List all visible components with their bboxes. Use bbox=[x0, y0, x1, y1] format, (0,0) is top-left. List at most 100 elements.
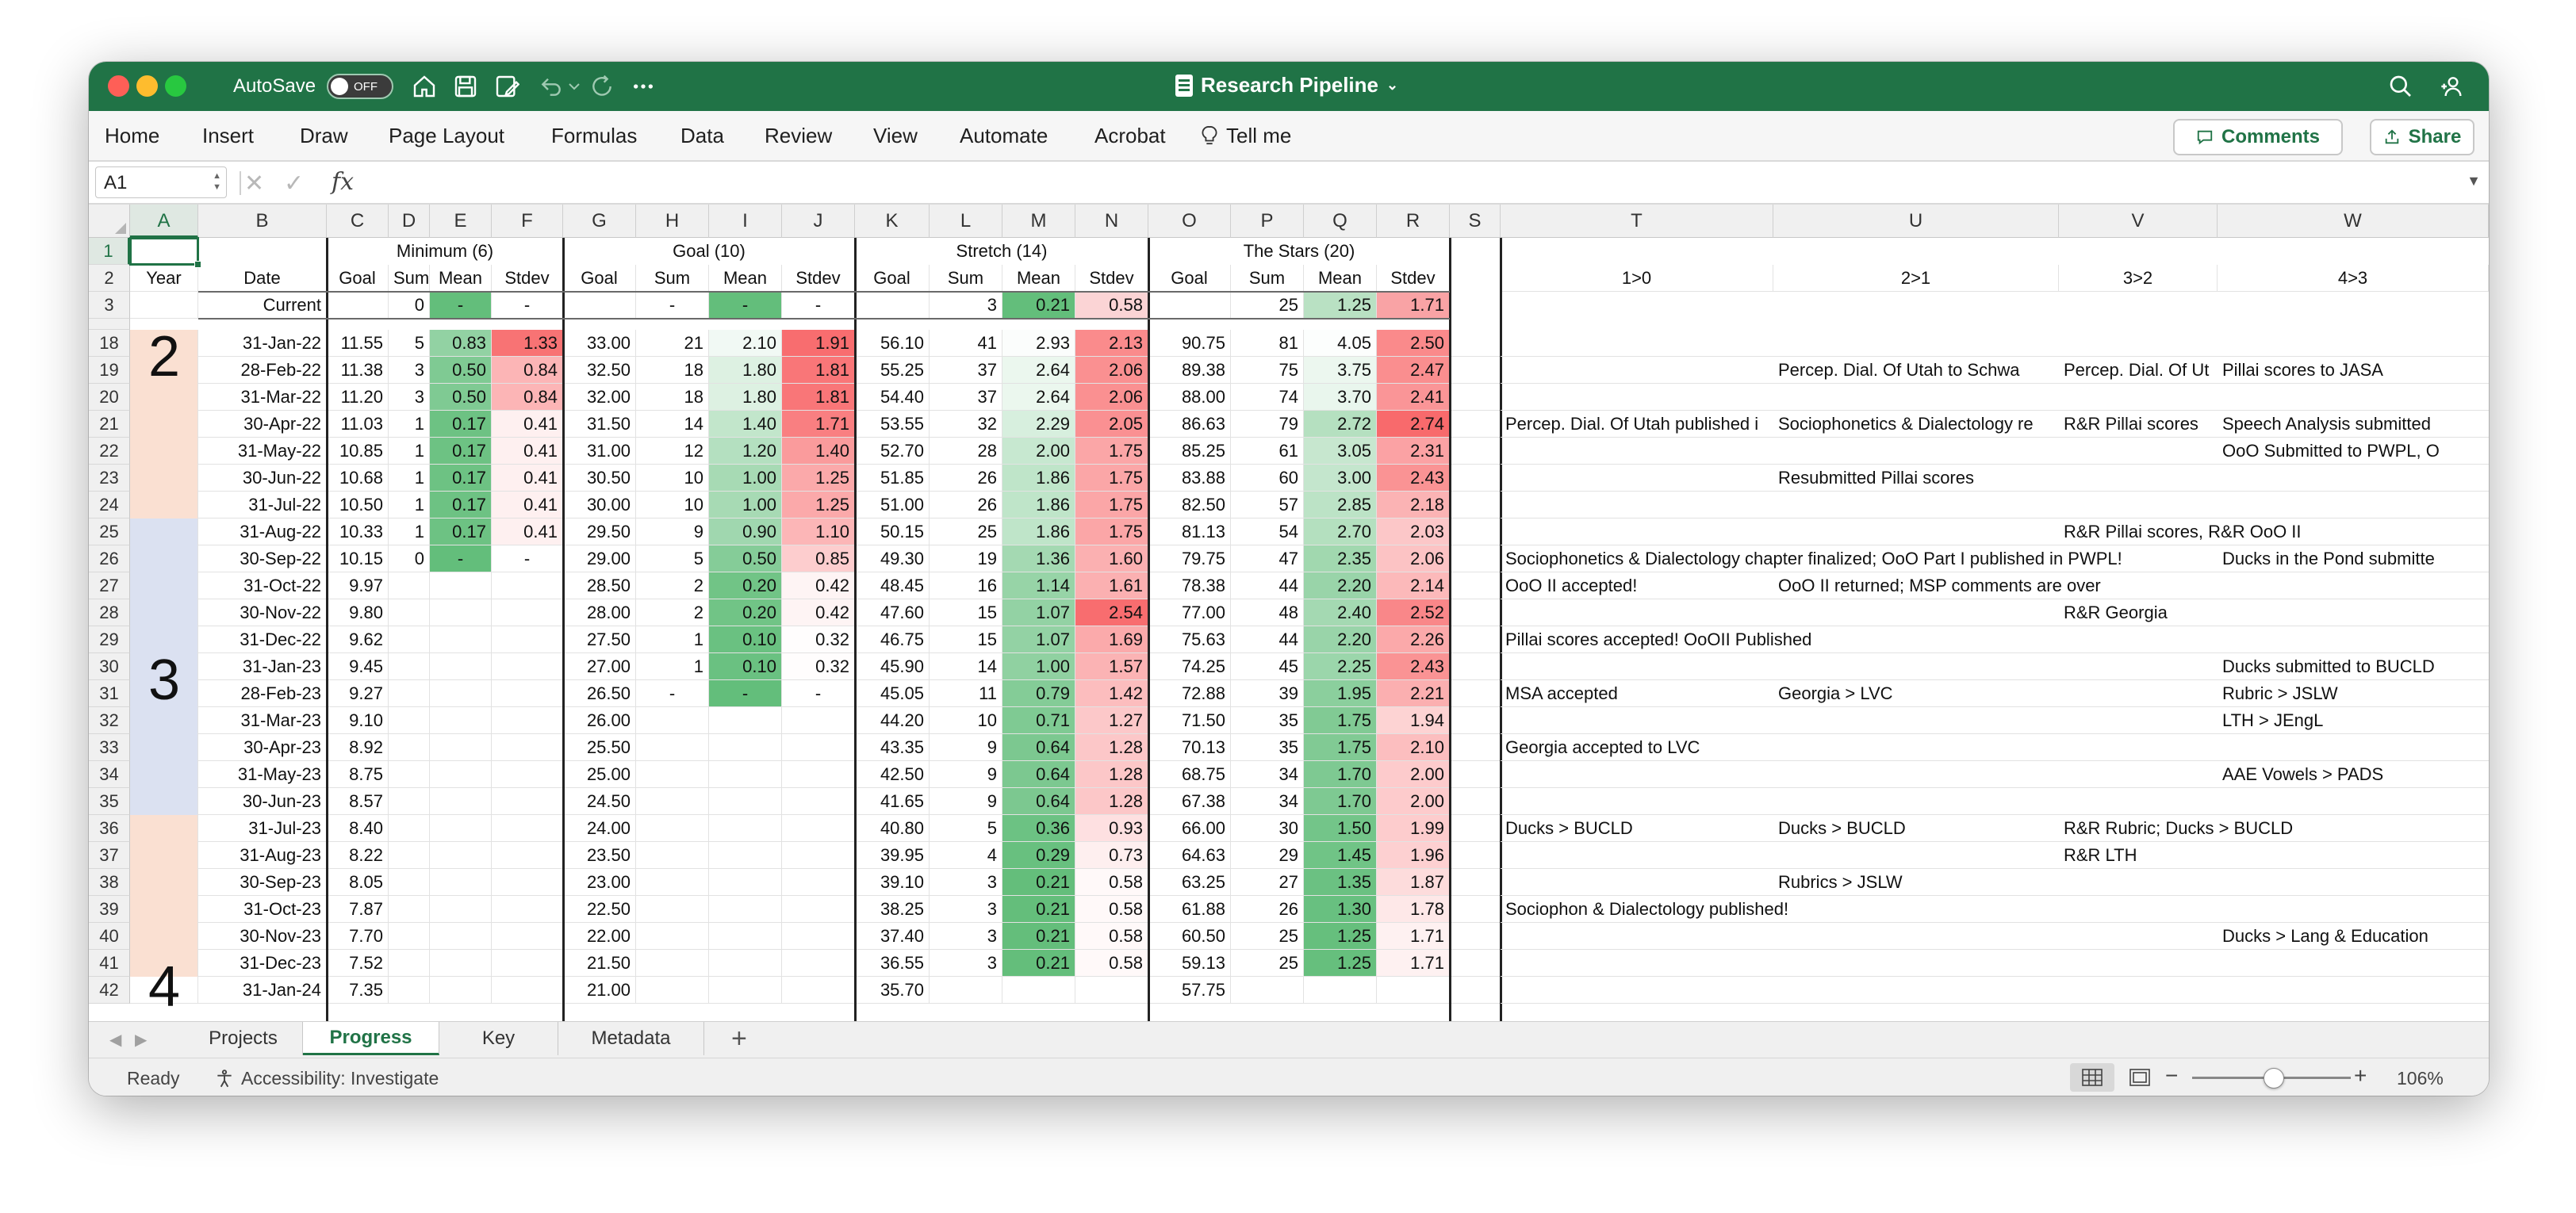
row-header[interactable]: 40 bbox=[89, 923, 130, 950]
data-cell[interactable]: 18 bbox=[636, 357, 709, 384]
data-cell[interactable] bbox=[430, 977, 492, 1004]
data-cell[interactable] bbox=[636, 815, 709, 842]
data-cell[interactable]: 0.10 bbox=[709, 626, 782, 653]
tab-automate[interactable]: Automate bbox=[960, 124, 1048, 147]
milestone-note[interactable] bbox=[2059, 465, 2218, 492]
data-cell[interactable]: 2.00 bbox=[1002, 438, 1075, 465]
data-cell[interactable] bbox=[930, 977, 1002, 1004]
data-cell[interactable]: 47 bbox=[1231, 545, 1304, 572]
name-box[interactable]: A1 ▲ ▼ bbox=[95, 166, 227, 198]
data-cell[interactable]: 1.36 bbox=[1002, 545, 1075, 572]
data-cell[interactable]: 0.58 bbox=[1075, 869, 1148, 896]
data-cell[interactable]: - bbox=[782, 680, 855, 707]
data-cell[interactable]: 88.00 bbox=[1148, 384, 1231, 411]
data-cell[interactable]: 10.50 bbox=[327, 492, 389, 518]
milestone-note[interactable]: OoO II accepted! bbox=[1501, 572, 1773, 599]
milestone-note[interactable] bbox=[2059, 492, 2218, 518]
data-cell[interactable] bbox=[636, 842, 709, 869]
data-cell[interactable]: 0.17 bbox=[430, 492, 492, 518]
milestone-note[interactable] bbox=[1773, 492, 2059, 518]
empty-cell[interactable] bbox=[563, 292, 636, 319]
data-cell[interactable]: 63.25 bbox=[1148, 869, 1231, 896]
data-cell[interactable] bbox=[782, 734, 855, 761]
milestone-note[interactable] bbox=[1773, 977, 2059, 1004]
home-icon[interactable] bbox=[409, 71, 439, 101]
empty-cell[interactable] bbox=[1450, 896, 1501, 923]
data-cell[interactable]: 8.40 bbox=[327, 815, 389, 842]
row-header[interactable]: 35 bbox=[89, 788, 130, 815]
comments-button[interactable]: Comments bbox=[2173, 119, 2343, 155]
accessibility-status[interactable]: Accessibility: Investigate bbox=[214, 1068, 439, 1089]
data-cell[interactable]: 24.50 bbox=[563, 788, 636, 815]
current-cell[interactable]: 1.71 bbox=[1377, 292, 1450, 319]
data-cell[interactable]: - bbox=[430, 545, 492, 572]
data-cell[interactable]: 0.50 bbox=[430, 384, 492, 411]
data-cell[interactable]: 38.25 bbox=[855, 896, 930, 923]
data-cell[interactable]: 2.21 bbox=[1377, 680, 1450, 707]
milestone-note[interactable] bbox=[1773, 518, 2059, 545]
transition-header[interactable]: 1>0 bbox=[1501, 265, 1773, 292]
data-cell[interactable]: 3 bbox=[930, 950, 1002, 977]
data-cell[interactable]: 0.84 bbox=[492, 357, 563, 384]
data-cell[interactable]: 10 bbox=[636, 465, 709, 492]
data-cell[interactable]: 0.21 bbox=[1002, 896, 1075, 923]
column-header-U[interactable]: U bbox=[1773, 205, 2059, 238]
data-cell[interactable]: 0.93 bbox=[1075, 815, 1148, 842]
data-cell[interactable]: 1.33 bbox=[492, 330, 563, 357]
data-cell[interactable]: 66.00 bbox=[1148, 815, 1231, 842]
data-cell[interactable]: 8.92 bbox=[327, 734, 389, 761]
row-header[interactable]: 18 bbox=[89, 330, 130, 357]
data-cell[interactable]: 0.64 bbox=[1002, 734, 1075, 761]
share-button[interactable]: Share bbox=[2370, 119, 2474, 155]
date-cell[interactable]: 31-Oct-22 bbox=[198, 572, 327, 599]
data-cell[interactable] bbox=[709, 896, 782, 923]
milestone-note[interactable] bbox=[2059, 734, 2218, 761]
milestone-note[interactable] bbox=[1773, 438, 2059, 465]
column-header-L[interactable]: L bbox=[930, 205, 1002, 238]
data-cell[interactable]: 9 bbox=[930, 734, 1002, 761]
data-cell[interactable]: 22.50 bbox=[563, 896, 636, 923]
year-cell[interactable] bbox=[130, 896, 198, 923]
milestone-note[interactable] bbox=[1501, 869, 1773, 896]
data-cell[interactable]: 32 bbox=[930, 411, 1002, 438]
data-cell[interactable] bbox=[782, 788, 855, 815]
empty-cell[interactable] bbox=[1450, 923, 1501, 950]
data-cell[interactable] bbox=[430, 869, 492, 896]
empty-cell[interactable] bbox=[1450, 626, 1501, 653]
data-cell[interactable]: 25.50 bbox=[563, 734, 636, 761]
data-cell[interactable]: 1.40 bbox=[709, 411, 782, 438]
data-cell[interactable]: 0.42 bbox=[782, 599, 855, 626]
row-header[interactable]: 29 bbox=[89, 626, 130, 653]
sheet-tab-key[interactable]: Key bbox=[439, 1022, 558, 1055]
current-cell[interactable]: 0.58 bbox=[1075, 292, 1148, 319]
data-cell[interactable]: 26 bbox=[930, 492, 1002, 518]
data-cell[interactable]: 9.10 bbox=[327, 707, 389, 734]
data-cell[interactable]: 2.64 bbox=[1002, 384, 1075, 411]
current-cell[interactable]: - bbox=[709, 292, 782, 319]
subheader-cell[interactable]: Mean bbox=[430, 265, 492, 292]
data-cell[interactable]: 0.64 bbox=[1002, 788, 1075, 815]
column-header-D[interactable]: D bbox=[389, 205, 430, 238]
enter-check-icon[interactable]: ✓ bbox=[284, 170, 305, 197]
data-cell[interactable]: 5 bbox=[636, 545, 709, 572]
data-cell[interactable]: 50.15 bbox=[855, 518, 930, 545]
data-cell[interactable]: 23.00 bbox=[563, 869, 636, 896]
milestone-note[interactable] bbox=[2059, 950, 2218, 977]
data-cell[interactable]: 1.28 bbox=[1075, 734, 1148, 761]
tab-home[interactable]: Home bbox=[105, 124, 160, 147]
data-cell[interactable] bbox=[430, 896, 492, 923]
data-cell[interactable]: 2.70 bbox=[1304, 518, 1377, 545]
date-cell[interactable]: 30-Sep-23 bbox=[198, 869, 327, 896]
data-cell[interactable] bbox=[492, 572, 563, 599]
data-cell[interactable]: 0.21 bbox=[1002, 950, 1075, 977]
column-header-M[interactable]: M bbox=[1002, 205, 1075, 238]
milestone-note[interactable]: Ducks submitted to BUCLD bbox=[2218, 653, 2489, 680]
data-cell[interactable]: 31.00 bbox=[563, 438, 636, 465]
data-cell[interactable]: 16 bbox=[930, 572, 1002, 599]
normal-view-icon[interactable] bbox=[2070, 1063, 2114, 1092]
data-cell[interactable] bbox=[389, 626, 430, 653]
data-cell[interactable]: 77.00 bbox=[1148, 599, 1231, 626]
milestone-note[interactable] bbox=[2059, 545, 2218, 572]
data-cell[interactable]: 33.00 bbox=[563, 330, 636, 357]
year-cell[interactable] bbox=[130, 330, 198, 357]
